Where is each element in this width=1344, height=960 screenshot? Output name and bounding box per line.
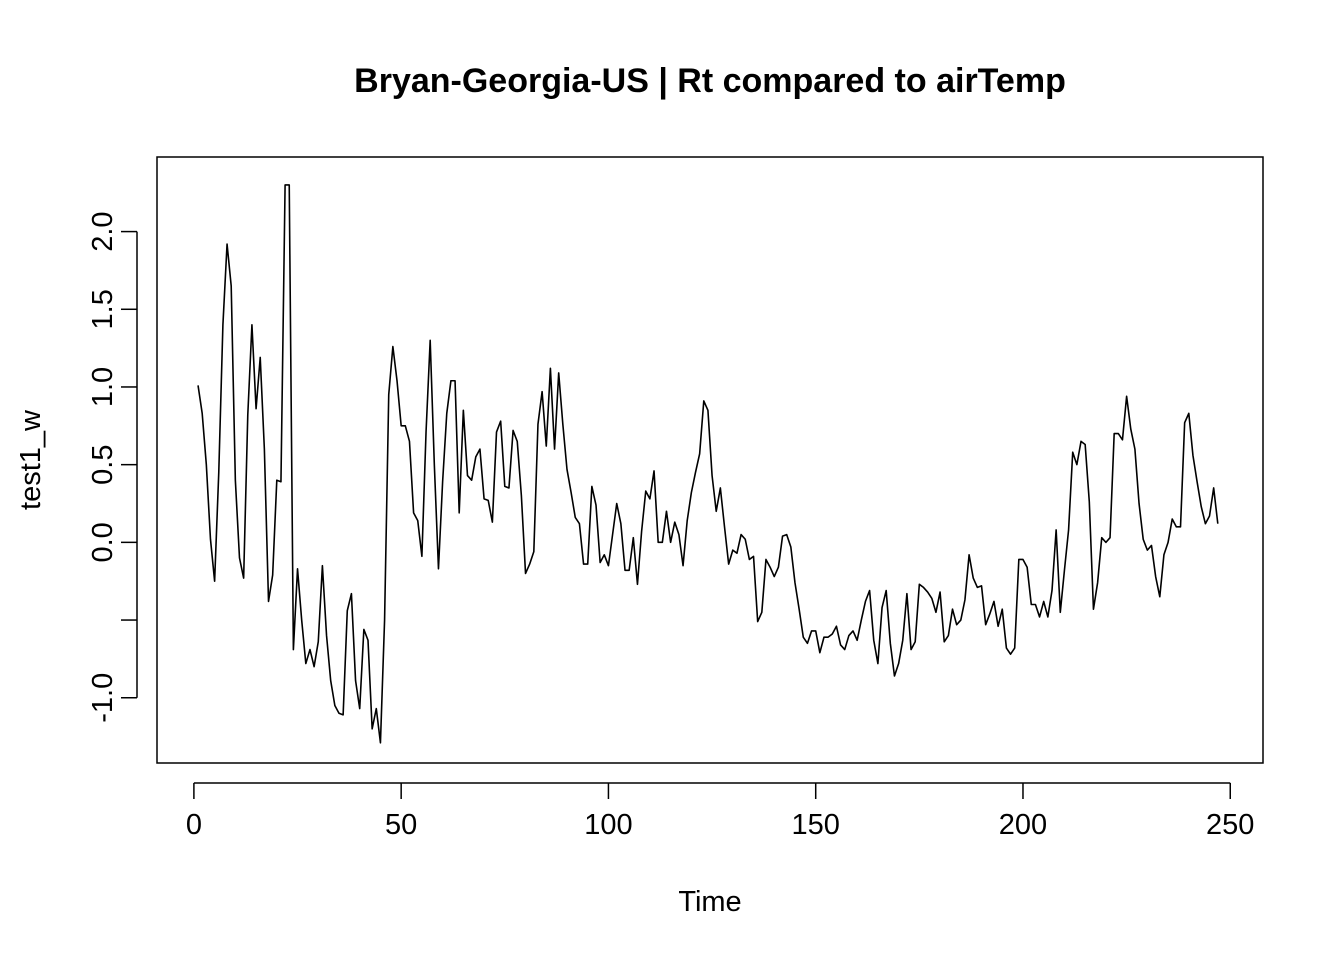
y-tick-label: 0.0 — [87, 522, 119, 562]
x-tick-label: 0 — [186, 809, 202, 841]
series-line — [197, 184, 1219, 744]
y-tick-label: 0.5 — [87, 444, 119, 484]
y-axis-title: test1_w — [15, 409, 47, 510]
x-axis-title: Time — [678, 886, 741, 918]
y-tick-label: -1.0 — [87, 673, 119, 723]
x-tick-label: 150 — [792, 809, 840, 841]
x-tick-label: 50 — [385, 809, 417, 841]
x-tick-label: 200 — [999, 809, 1047, 841]
x-tick-label: 250 — [1206, 809, 1254, 841]
y-tick-label: 1.0 — [87, 367, 119, 407]
plot-area: 0 50 100 150 200 250 -1.0 0.0 0.5 1.0 1.5 2.0 — [87, 156, 1264, 841]
plot-frame — [156, 156, 1264, 764]
y-tick-label: 2.0 — [87, 211, 119, 251]
chart-title: Bryan-Georgia-US | Rt compared to airTem… — [354, 62, 1066, 100]
y-tick-label: 1.5 — [87, 289, 119, 329]
x-tick-label: 100 — [584, 809, 632, 841]
